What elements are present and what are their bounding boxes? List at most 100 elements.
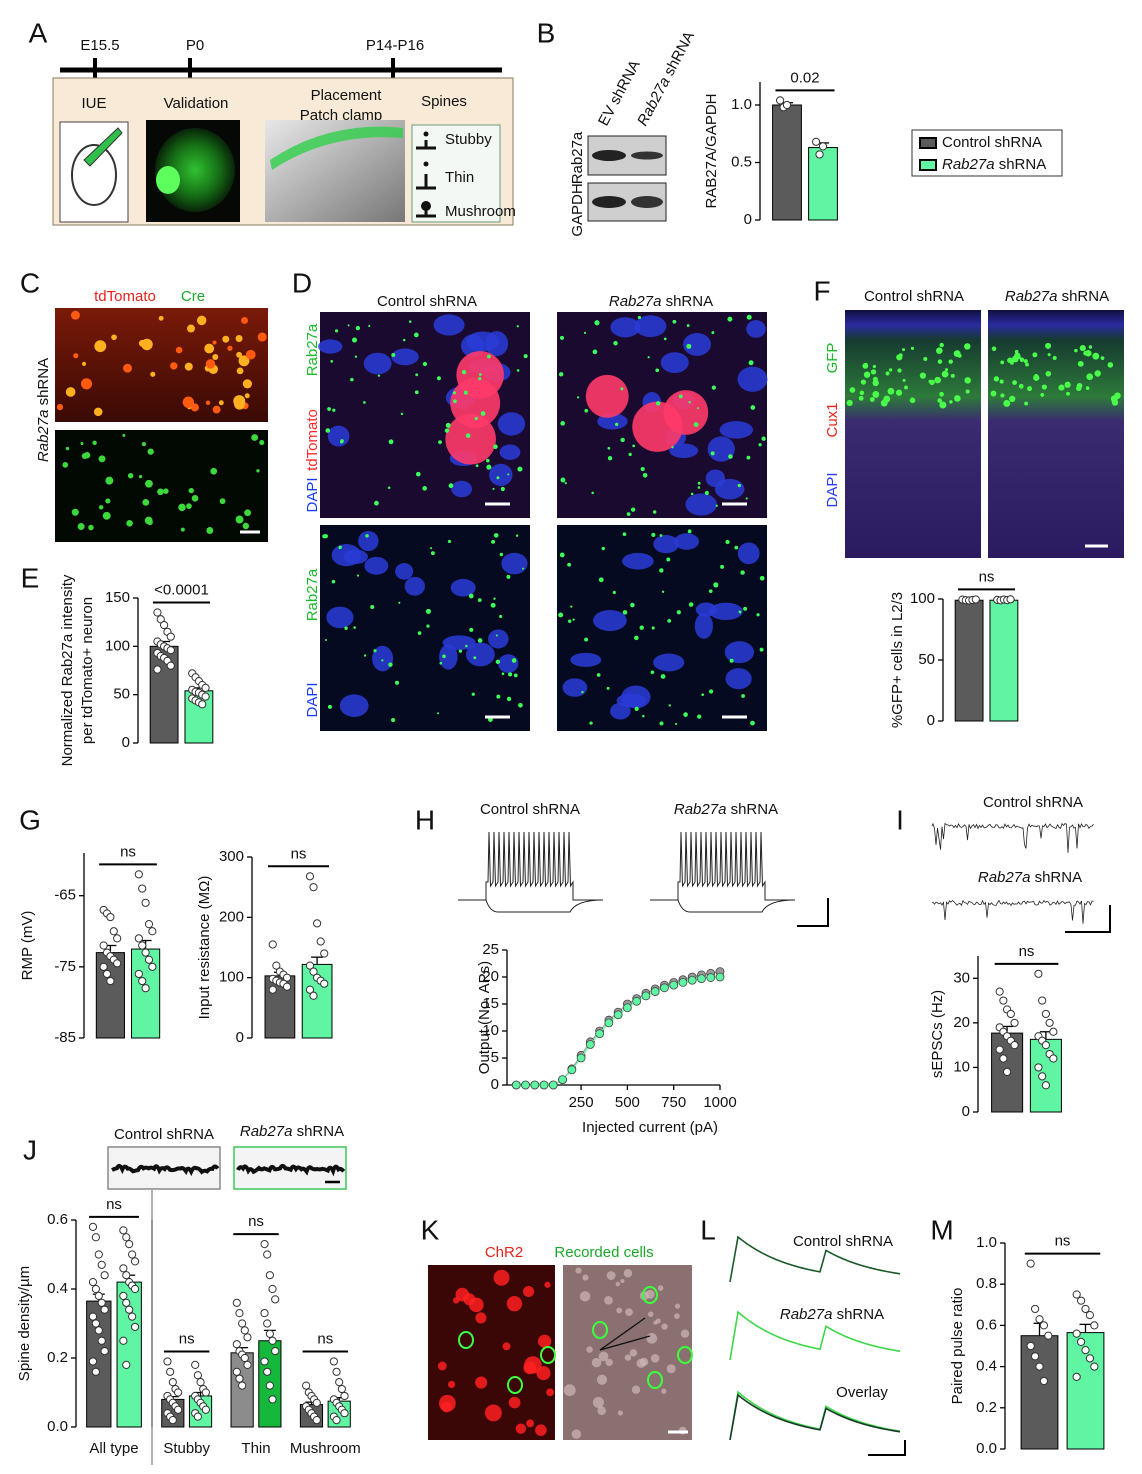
cell	[205, 359, 216, 369]
cell	[105, 476, 114, 485]
series-marker	[650, 987, 660, 996]
data-point	[88, 1222, 98, 1232]
puncta	[626, 512, 631, 517]
cell	[508, 1396, 521, 1409]
puncta	[363, 654, 367, 657]
cell	[674, 1313, 680, 1319]
channel-label: ChR2	[485, 1244, 523, 1261]
puncta	[659, 721, 664, 726]
bar	[1020, 1335, 1059, 1450]
series-marker	[697, 974, 706, 984]
cell	[102, 511, 111, 520]
nucleus	[465, 642, 495, 667]
puncta	[426, 624, 430, 628]
stage-label: Spines	[421, 93, 467, 110]
puncta	[683, 712, 688, 717]
puncta	[686, 343, 692, 349]
data-point	[1072, 1329, 1081, 1338]
puncta	[651, 532, 656, 537]
puncta	[559, 552, 565, 558]
cell	[233, 395, 246, 408]
puncta	[468, 593, 474, 599]
channel-label: GFP	[824, 343, 841, 374]
cell	[205, 400, 211, 406]
puncta	[425, 608, 431, 614]
nucleus	[616, 693, 647, 708]
cell	[897, 368, 902, 373]
y-tick-label: 50	[113, 686, 130, 703]
cell	[236, 351, 243, 358]
x-tick-label: Stubby	[163, 1440, 210, 1457]
cell	[919, 372, 926, 379]
puncta	[477, 638, 483, 643]
nucleus	[358, 530, 379, 552]
x-tick-label: 250	[569, 1094, 594, 1111]
puncta	[368, 324, 371, 328]
puncta	[474, 416, 478, 421]
data-point	[141, 898, 150, 907]
cell	[535, 1424, 547, 1436]
data-point	[138, 941, 147, 950]
data-point	[94, 1250, 103, 1259]
series-marker	[548, 1080, 558, 1090]
nucleus	[331, 543, 362, 567]
data-point	[94, 1291, 103, 1301]
y-tick-label: 150	[105, 589, 130, 606]
voltage-trace	[650, 831, 795, 901]
cell	[1003, 399, 1011, 407]
data-point	[238, 1319, 247, 1328]
puncta	[516, 369, 520, 372]
trace-label: Rab27a shRNA	[674, 801, 778, 818]
data-point	[268, 1284, 277, 1294]
puncta	[430, 551, 435, 556]
nucleus	[489, 463, 513, 487]
epsc-trace	[729, 1235, 901, 1283]
section-layer	[270, 126, 403, 170]
cell	[948, 359, 953, 364]
nucleus	[653, 653, 685, 672]
puncta	[746, 455, 751, 460]
data-point	[166, 632, 175, 641]
nucleus	[364, 556, 389, 575]
puncta	[344, 626, 348, 630]
puncta	[741, 694, 745, 698]
cell	[98, 505, 104, 510]
data-point	[1039, 1321, 1049, 1330]
cell	[1027, 386, 1033, 392]
y-tick-label: 0.2	[976, 1399, 997, 1416]
cell	[77, 523, 85, 531]
data-point	[240, 1326, 249, 1335]
data-point	[232, 1340, 241, 1349]
puncta	[630, 602, 635, 608]
puncta	[388, 439, 394, 445]
puncta	[463, 390, 468, 395]
cell	[180, 527, 185, 532]
data-point	[153, 608, 162, 617]
data-point	[305, 961, 315, 970]
panel-label: G	[19, 804, 41, 835]
cell	[936, 347, 943, 354]
panel-label: K	[421, 1214, 440, 1245]
puncta	[461, 369, 467, 375]
soma	[632, 401, 683, 452]
micrograph	[55, 308, 268, 422]
cell	[70, 310, 80, 320]
nucleus	[705, 469, 726, 488]
data-point	[1041, 1009, 1051, 1019]
puncta	[508, 672, 513, 677]
puncta	[612, 590, 616, 595]
text-part: shRNA	[292, 1123, 344, 1140]
puncta	[444, 428, 450, 433]
puncta	[394, 680, 400, 685]
italic-part: Rab27a	[978, 869, 1031, 886]
y-tick-label: -85	[54, 1029, 76, 1046]
cell	[1012, 380, 1017, 385]
puncta	[659, 534, 663, 537]
puncta	[453, 399, 457, 404]
cell	[212, 340, 217, 345]
cell	[674, 1303, 681, 1309]
y-axis-label: %GFP+ cells in L2/3	[889, 592, 906, 728]
series-marker	[530, 1080, 540, 1090]
sig-label: ns	[1055, 1233, 1071, 1250]
